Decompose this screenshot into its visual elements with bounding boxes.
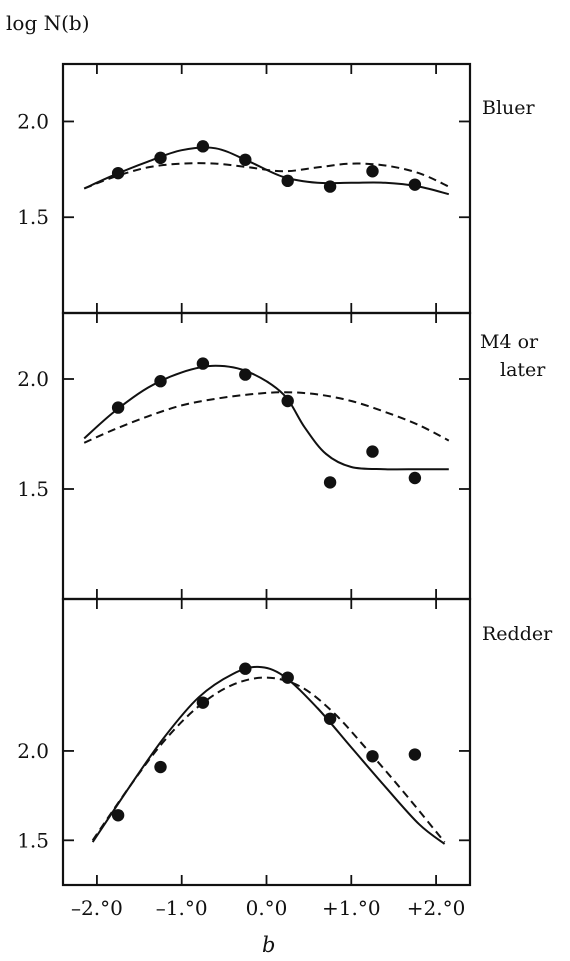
panel-label-line: M4 or — [480, 331, 539, 353]
data-point — [154, 151, 167, 165]
data-point — [196, 357, 210, 370]
solid-curve — [91, 665, 446, 845]
data-point — [281, 394, 294, 408]
data-point — [281, 174, 294, 188]
data-point — [239, 368, 252, 381]
x-tick-label: 0.°0 — [246, 896, 288, 920]
data-point — [239, 662, 252, 675]
dashed-curve — [83, 162, 450, 190]
dashed-curve — [91, 676, 446, 843]
panel-redder: Redder 2.0 1.5 — [17, 597, 553, 887]
y-tick-label: 1.5 — [17, 477, 49, 501]
data-point — [111, 166, 125, 180]
y-tick-label: 1.5 — [17, 828, 49, 852]
data-point — [281, 671, 294, 684]
data-point — [196, 140, 210, 153]
data-point — [323, 180, 337, 193]
x-tick-label: –1.°0 — [156, 896, 208, 920]
data-point — [154, 760, 167, 774]
panel-label-line: Bluer — [482, 97, 536, 119]
solid-curve — [83, 364, 449, 471]
y-tick-label: 1.5 — [17, 205, 49, 229]
data-point — [196, 696, 210, 709]
solid-curve — [83, 146, 450, 196]
x-tick-label: –2.°0 — [71, 896, 123, 920]
panel-frame — [61, 311, 472, 601]
data-point — [111, 401, 125, 414]
panel-frame — [61, 62, 472, 315]
data-point — [366, 165, 379, 178]
x-axis-title: b — [262, 933, 275, 957]
panel-label-line: later — [500, 359, 546, 381]
data-point — [111, 809, 125, 822]
panel-frame — [61, 597, 472, 887]
y-tick-label: 2.0 — [17, 109, 49, 133]
data-point — [239, 153, 252, 166]
panel-bluer: Bluer 2.0 1.5 — [17, 62, 536, 315]
data-point — [323, 476, 337, 489]
panel-m4-or-later: M4 or later 2.0 1.5 — [17, 311, 546, 601]
y-axis-title: log N(b) — [6, 11, 90, 35]
x-tick-label: +2.°0 — [407, 896, 466, 920]
data-point — [366, 445, 379, 458]
x-axis: –2.°0 –1.°0 0.°0 +1.°0 +2.°0 — [71, 896, 465, 920]
data-point — [408, 178, 422, 191]
panel-label-line: Redder — [482, 623, 553, 645]
data-point — [323, 712, 337, 725]
x-tick-label: +1.°0 — [322, 896, 381, 920]
dashed-curve — [83, 391, 450, 444]
data-point — [366, 750, 379, 763]
data-point — [154, 375, 167, 388]
y-tick-label: 2.0 — [17, 367, 49, 391]
data-point — [408, 471, 422, 485]
data-point — [408, 748, 422, 761]
y-tick-label: 2.0 — [17, 739, 49, 763]
